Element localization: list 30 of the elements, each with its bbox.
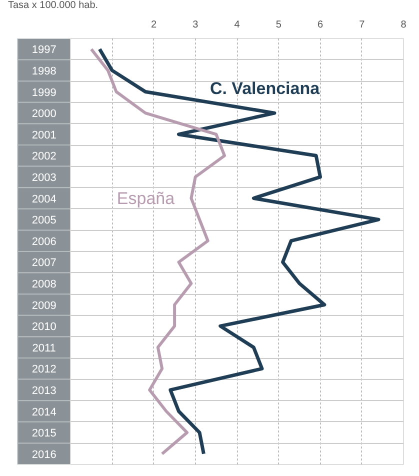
x-tick-label: 8 (400, 20, 407, 30)
y-tick-label: 1997 (32, 44, 56, 56)
y-tick-label: 2009 (32, 300, 56, 312)
y-tick-label: 2015 (32, 428, 56, 440)
y-tick-label: 2012 (32, 364, 56, 376)
y-tick-label: 2008 (32, 278, 56, 290)
x-tick-label: 6 (317, 20, 324, 30)
x-tick-label: 2 (150, 20, 157, 30)
x-tick-label: 4 (234, 20, 240, 30)
y-tick-label: 2003 (32, 172, 56, 184)
y-tick-label: 1999 (32, 86, 56, 99)
y-tick-label: 1998 (32, 65, 56, 78)
y-tick-label: 2014 (32, 406, 56, 418)
y-tick-label: 2005 (32, 214, 56, 227)
x-tick-label: 3 (192, 20, 199, 30)
y-tick-label: 2006 (32, 236, 56, 248)
series-label: España (116, 188, 176, 208)
x-tick-label: 5 (276, 20, 282, 30)
y-tick-label: 2007 (32, 257, 56, 270)
y-tick-label: 2000 (32, 108, 56, 120)
y-tick-label: 2002 (32, 150, 56, 163)
x-axis-title: Tasa x 100.000 hab. (8, 0, 98, 12)
y-tick-label: 2011 (32, 342, 56, 354)
y-tick-label: 2004 (32, 193, 56, 206)
series-label: C. Valenciana (210, 79, 320, 98)
y-tick-label: 2001 (32, 129, 56, 142)
y-tick-label: 2013 (32, 384, 56, 397)
y-tick-label: 2016 (32, 448, 56, 461)
y-tick-label: 2010 (32, 321, 56, 334)
x-tick-label: 7 (359, 20, 366, 30)
